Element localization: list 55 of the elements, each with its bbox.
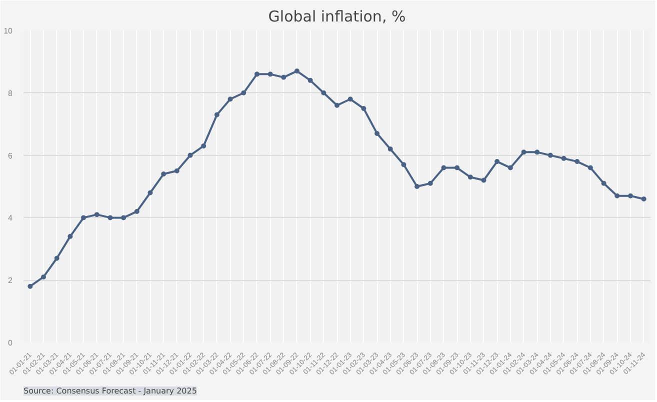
point (388, 146, 393, 152)
y-tick-label: 8 (8, 88, 14, 98)
point (468, 174, 473, 180)
point (508, 165, 513, 170)
y-tick-label: 0 (8, 338, 14, 348)
point (481, 178, 486, 183)
point (454, 165, 460, 170)
point (321, 90, 326, 96)
point (148, 190, 153, 196)
point (628, 193, 633, 198)
point (108, 215, 113, 220)
point (201, 143, 206, 148)
point (561, 156, 566, 161)
y-tick-label: 10 (4, 26, 14, 36)
point (601, 180, 606, 186)
point (374, 130, 380, 136)
point (428, 180, 433, 186)
point (401, 162, 406, 168)
point (414, 184, 420, 189)
y-tick-label: 2 (8, 276, 14, 286)
point (134, 208, 140, 214)
chart-title: Global inflation, % (268, 8, 406, 26)
point (494, 159, 500, 164)
point (268, 72, 273, 77)
point (334, 102, 340, 108)
point (361, 106, 366, 111)
point (241, 90, 246, 96)
point (641, 196, 646, 202)
y-tick-label: 4 (8, 214, 14, 223)
point (308, 78, 313, 83)
point (254, 72, 260, 77)
point (294, 68, 300, 74)
point (214, 112, 220, 118)
point (54, 256, 60, 261)
point (174, 168, 180, 174)
y-tick-label: 6 (8, 151, 14, 160)
point (81, 215, 86, 220)
point (28, 284, 33, 289)
point (121, 215, 126, 220)
point (574, 159, 580, 164)
point (41, 274, 46, 280)
point (188, 152, 193, 158)
point (548, 152, 553, 158)
point (588, 165, 593, 170)
point (441, 165, 446, 170)
point (348, 96, 353, 102)
point (161, 172, 166, 177)
point (228, 96, 233, 102)
point (281, 74, 286, 80)
point (68, 234, 73, 239)
point (534, 150, 540, 155)
source-note: Source: Consensus Forecast - January 2025 (24, 386, 197, 396)
point (94, 212, 100, 218)
point (614, 193, 620, 198)
point (521, 150, 526, 155)
